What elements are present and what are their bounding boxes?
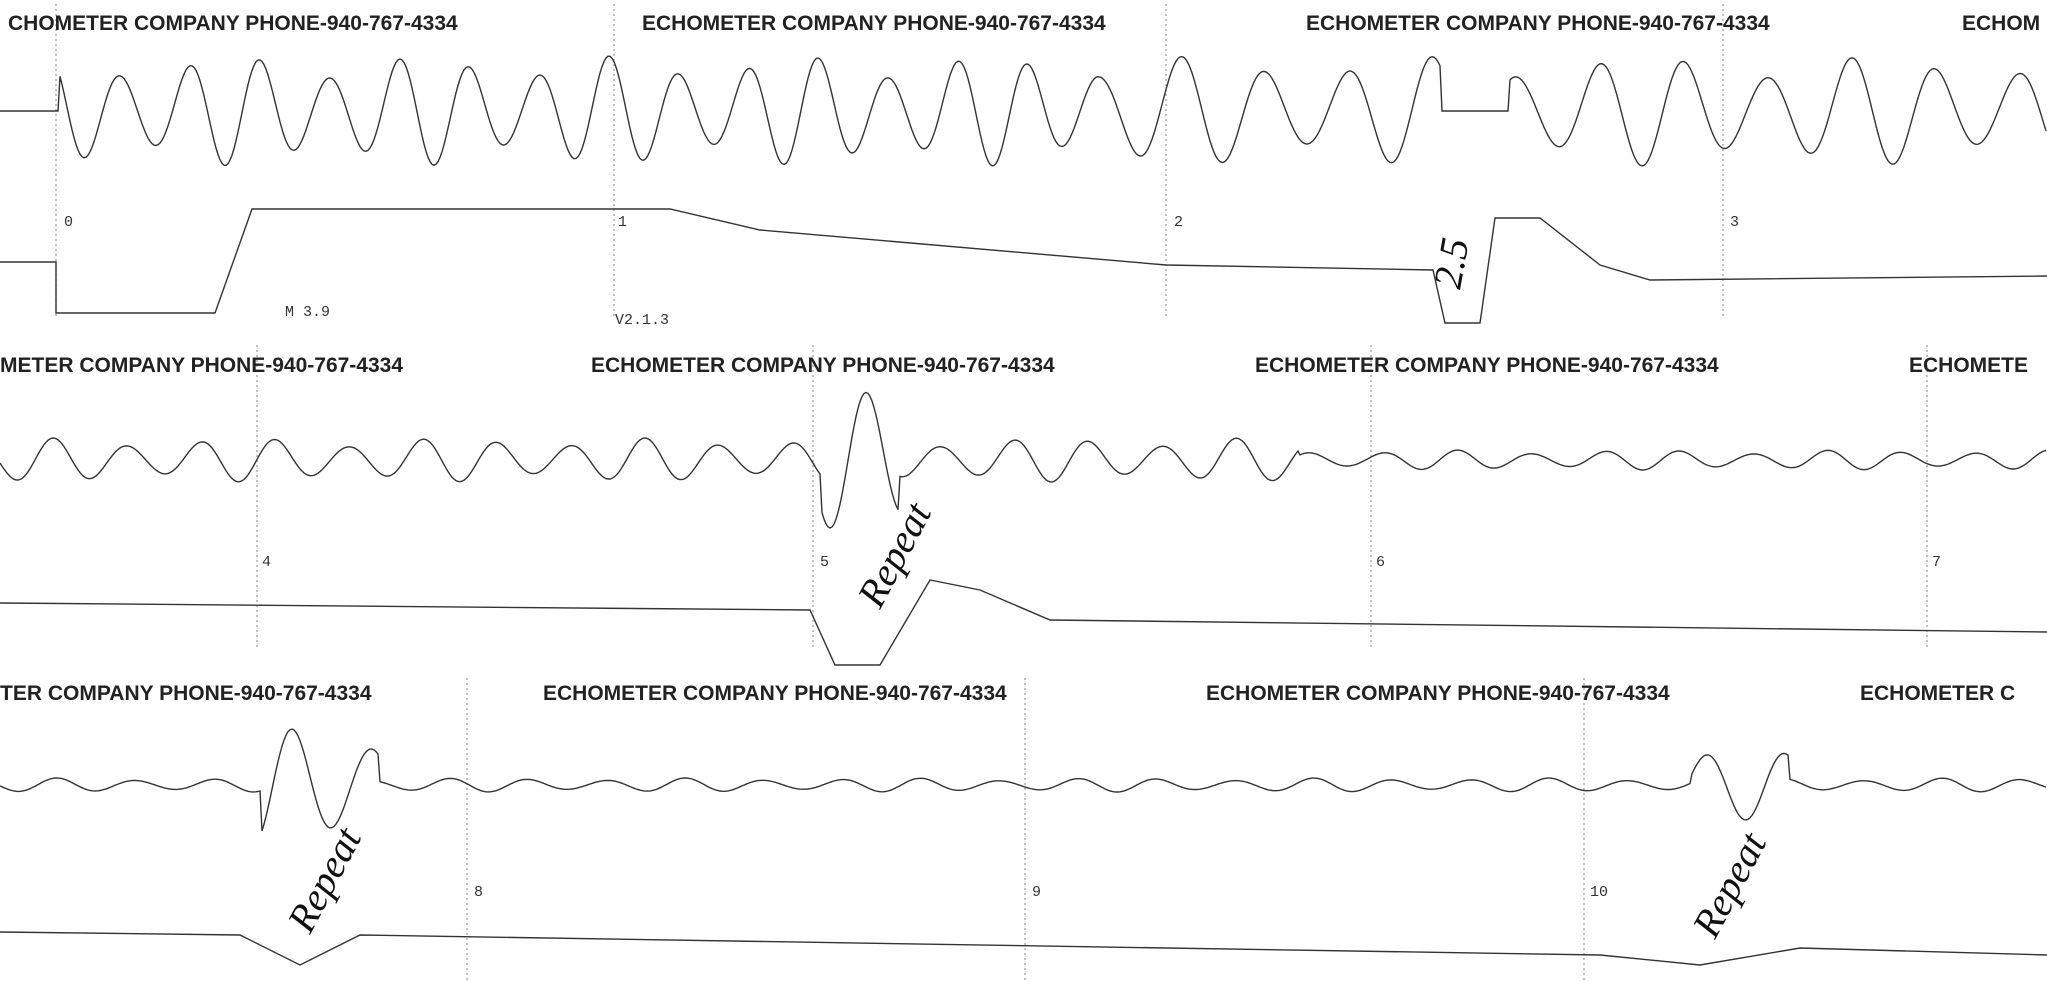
time-marker: 8 [474, 884, 483, 901]
time-marker: 4 [262, 554, 271, 571]
pressure-trace [0, 579, 2047, 666]
setting-label: V2.1.3 [615, 312, 669, 329]
header-text: METER COMPANY PHONE-940-767-4334 [0, 354, 403, 377]
pressure-trace [0, 208, 2047, 324]
header-text: ECHOMETER COMPANY PHONE-940-767-4334 [1206, 682, 1670, 705]
acoustic-trace [0, 728, 2047, 832]
time-marker: 9 [1032, 884, 1041, 901]
handwritten-note: Repeat [278, 819, 371, 940]
header-text: ECHOMETER COMPANY PHONE-940-767-4334 [1255, 354, 1719, 377]
handwritten-note: 2.5 [1425, 235, 1478, 292]
time-marker: 3 [1730, 214, 1739, 231]
header-text: ECHOMETE [1909, 354, 2028, 377]
header-text: TER COMPANY PHONE-940-767-4334 [0, 682, 372, 705]
time-marker: 1 [618, 214, 627, 231]
time-marker: 5 [820, 554, 829, 571]
pressure-trace [0, 931, 2047, 966]
time-marker: 7 [1932, 554, 1941, 571]
header-text: ECHOMETER COMPANY PHONE-940-767-4334 [1306, 12, 1770, 35]
header-text: ECHOM [1962, 12, 2040, 35]
acoustic-trace [0, 391, 2047, 529]
acoustic-trace [0, 55, 2047, 167]
setting-label: M 3.9 [285, 304, 330, 321]
header-text: ECHOMETER COMPANY PHONE-940-767-4334 [543, 682, 1007, 705]
header-text: ECHOMETER COMPANY PHONE-940-767-4334 [642, 12, 1106, 35]
handwritten-note: Repeat [1683, 824, 1776, 945]
time-marker: 0 [64, 214, 73, 231]
time-marker: 2 [1174, 214, 1183, 231]
header-text: ECHOMETER COMPANY PHONE-940-767-4334 [591, 354, 1055, 377]
time-marker: 10 [1590, 884, 1608, 901]
header-text: CHOMETER COMPANY PHONE-940-767-4334 [8, 12, 458, 35]
handwritten-note: Repeat [848, 494, 941, 615]
time-marker: 6 [1376, 554, 1385, 571]
header-text: ECHOMETER C [1860, 682, 2015, 705]
